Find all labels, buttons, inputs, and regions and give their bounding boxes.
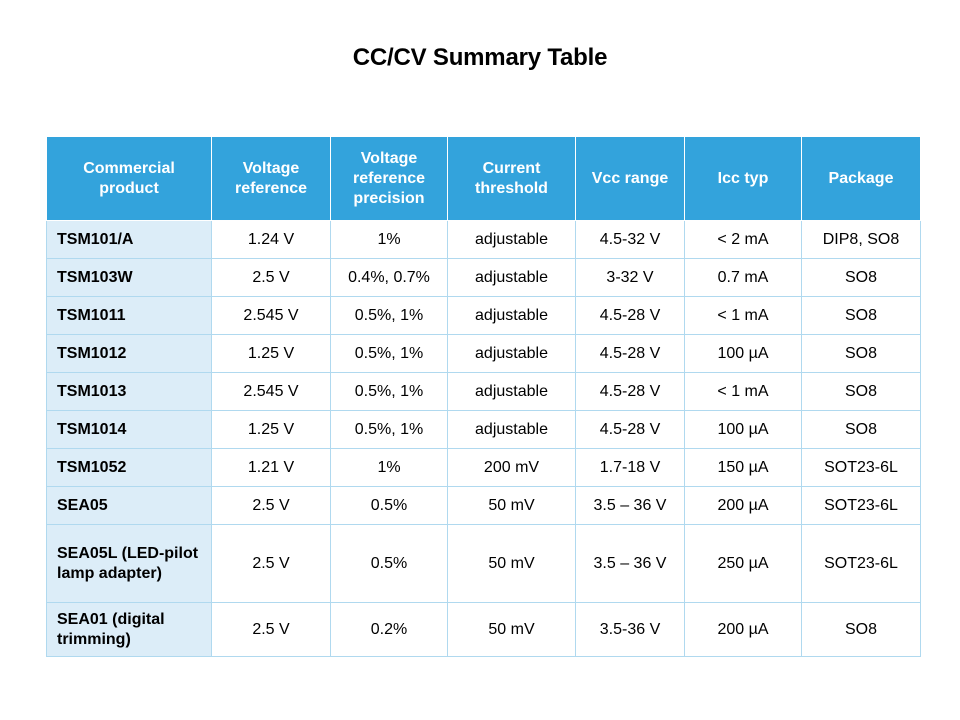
table-cell: < 1 mA: [684, 372, 802, 411]
table-cell: 2.5 V: [211, 524, 331, 603]
table-cell: 100 µA: [684, 334, 802, 373]
table-cell: 1.21 V: [211, 448, 331, 487]
table-cell: adjustable: [447, 258, 576, 297]
table-cell: adjustable: [447, 220, 576, 259]
table-cell: adjustable: [447, 334, 576, 373]
table-cell: 4.5-28 V: [575, 372, 685, 411]
product-cell: SEA01 (digital trimming): [46, 602, 212, 657]
table-cell: 150 µA: [684, 448, 802, 487]
column-header-package: Package: [801, 136, 921, 221]
table-cell: 1%: [330, 448, 448, 487]
column-header-commercial-product: Commercial product: [46, 136, 212, 221]
product-cell: SEA05: [46, 486, 212, 525]
product-cell: TSM1052: [46, 448, 212, 487]
table-cell: 0.5%, 1%: [330, 296, 448, 335]
product-cell: TSM1014: [46, 410, 212, 449]
table-cell: 0.4%, 0.7%: [330, 258, 448, 297]
table-cell: 4.5-32 V: [575, 220, 685, 259]
table-cell: 250 µA: [684, 524, 802, 603]
table-cell: adjustable: [447, 410, 576, 449]
table-row: TSM101/A 1.24 V 1% adjustable 4.5-32 V <…: [46, 220, 921, 259]
table-cell: SOT23-6L: [801, 486, 921, 525]
table-cell: 2.5 V: [211, 602, 331, 657]
table-cell: 0.5%, 1%: [330, 372, 448, 411]
product-cell: TSM1013: [46, 372, 212, 411]
summary-table: Commercial product Voltage reference Vol…: [46, 136, 921, 657]
table-cell: adjustable: [447, 372, 576, 411]
table-cell: 4.5-28 V: [575, 410, 685, 449]
table-row: SEA05L (LED-pilot lamp adapter) 2.5 V 0.…: [46, 524, 921, 603]
table-cell: 100 µA: [684, 410, 802, 449]
table-cell: SO8: [801, 372, 921, 411]
column-header-voltage-reference-precision: Voltage reference precision: [330, 136, 448, 221]
table-header-row: Commercial product Voltage reference Vol…: [46, 136, 921, 221]
table-cell: 0.7 mA: [684, 258, 802, 297]
table-cell: SO8: [801, 602, 921, 657]
product-cell: TSM1012: [46, 334, 212, 373]
table-row: SEA05 2.5 V 0.5% 50 mV 3.5 – 36 V 200 µA…: [46, 486, 921, 525]
table-cell: 3.5 – 36 V: [575, 486, 685, 525]
table-cell: < 1 mA: [684, 296, 802, 335]
table-row: TSM1013 2.545 V 0.5%, 1% adjustable 4.5-…: [46, 372, 921, 411]
column-header-voltage-reference: Voltage reference: [211, 136, 331, 221]
column-header-icc-typ: Icc typ: [684, 136, 802, 221]
table-cell: SO8: [801, 410, 921, 449]
table-cell: 4.5-28 V: [575, 296, 685, 335]
table-row: TSM103W 2.5 V 0.4%, 0.7% adjustable 3-32…: [46, 258, 921, 297]
table-cell: 0.5%, 1%: [330, 410, 448, 449]
table-cell: 2.545 V: [211, 372, 331, 411]
table-cell: 50 mV: [447, 602, 576, 657]
table-cell: 2.5 V: [211, 486, 331, 525]
table-cell: adjustable: [447, 296, 576, 335]
table-cell: 1.25 V: [211, 334, 331, 373]
page-title: CC/CV Summary Table: [352, 44, 608, 71]
table-cell: < 2 mA: [684, 220, 802, 259]
table-row: TSM1052 1.21 V 1% 200 mV 1.7-18 V 150 µA…: [46, 448, 921, 487]
table-cell: SO8: [801, 296, 921, 335]
table-cell: 200 mV: [447, 448, 576, 487]
table-cell: 1%: [330, 220, 448, 259]
column-header-current-threshold: Current threshold: [447, 136, 576, 221]
table-cell: SOT23-6L: [801, 524, 921, 603]
table-row: SEA01 (digital trimming) 2.5 V 0.2% 50 m…: [46, 602, 921, 657]
table-cell: 2.5 V: [211, 258, 331, 297]
table-row: TSM1014 1.25 V 0.5%, 1% adjustable 4.5-2…: [46, 410, 921, 449]
table-cell: 4.5-28 V: [575, 334, 685, 373]
column-header-vcc-range: Vcc range: [575, 136, 685, 221]
table-cell: 0.5%: [330, 524, 448, 603]
product-cell: TSM103W: [46, 258, 212, 297]
table-cell: 3.5 – 36 V: [575, 524, 685, 603]
table-row: TSM1012 1.25 V 0.5%, 1% adjustable 4.5-2…: [46, 334, 921, 373]
table-cell: DIP8, SO8: [801, 220, 921, 259]
table-cell: 3.5-36 V: [575, 602, 685, 657]
table-cell: SO8: [801, 258, 921, 297]
table-cell: 50 mV: [447, 524, 576, 603]
table-cell: 3-32 V: [575, 258, 685, 297]
table-cell: 1.24 V: [211, 220, 331, 259]
table-cell: 0.5%, 1%: [330, 334, 448, 373]
table-cell: SO8: [801, 334, 921, 373]
table-cell: 200 µA: [684, 602, 802, 657]
table-cell: 0.2%: [330, 602, 448, 657]
table-cell: SOT23-6L: [801, 448, 921, 487]
product-cell: TSM101/A: [46, 220, 212, 259]
product-cell: TSM1011: [46, 296, 212, 335]
product-cell: SEA05L (LED-pilot lamp adapter): [46, 524, 212, 603]
table-cell: 2.545 V: [211, 296, 331, 335]
table-cell: 200 µA: [684, 486, 802, 525]
table-cell: 50 mV: [447, 486, 576, 525]
table-row: TSM1011 2.545 V 0.5%, 1% adjustable 4.5-…: [46, 296, 921, 335]
table-cell: 0.5%: [330, 486, 448, 525]
table-cell: 1.7-18 V: [575, 448, 685, 487]
table-cell: 1.25 V: [211, 410, 331, 449]
